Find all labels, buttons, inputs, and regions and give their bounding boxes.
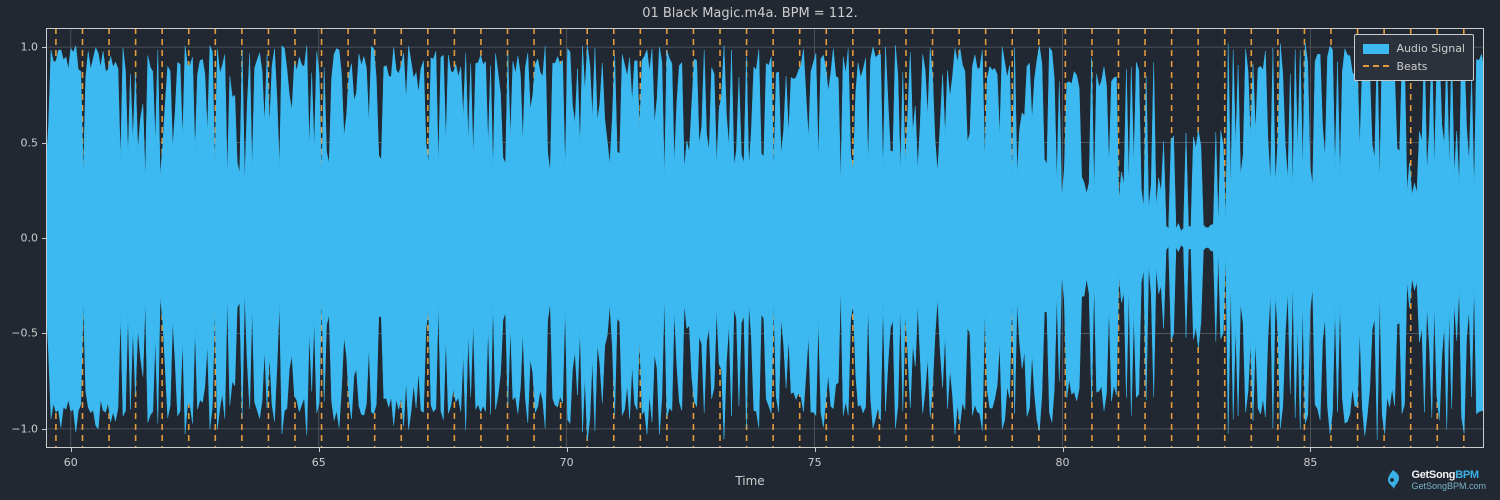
plot-area: Audio SignalBeats bbox=[46, 28, 1484, 448]
chart-title: 01 Black Magic.m4a. BPM = 112. bbox=[0, 6, 1500, 21]
x-tick-mark bbox=[567, 448, 568, 452]
y-tick-label: −1.0 bbox=[11, 422, 46, 435]
x-axis-label: Time bbox=[735, 474, 764, 488]
y-tick-mark bbox=[42, 238, 46, 239]
watermark-title-accent: BPM bbox=[1455, 469, 1479, 481]
y-tick-mark bbox=[42, 333, 46, 334]
y-tick-mark bbox=[42, 429, 46, 430]
watermark: GetSongBPM GetSongBPM.com bbox=[1381, 468, 1486, 492]
y-tick-mark bbox=[42, 143, 46, 144]
x-tick-mark bbox=[71, 448, 72, 452]
legend: Audio SignalBeats bbox=[1354, 34, 1474, 81]
watermark-title-pre: GetSong bbox=[1411, 469, 1455, 481]
legend-label: Beats bbox=[1396, 58, 1427, 76]
legend-swatch-icon bbox=[1363, 44, 1389, 54]
x-tick-mark bbox=[1310, 448, 1311, 452]
x-tick-mark bbox=[319, 448, 320, 452]
legend-entry: Beats bbox=[1363, 58, 1465, 76]
legend-entry: Audio Signal bbox=[1363, 40, 1465, 58]
x-tick-mark bbox=[1063, 448, 1064, 452]
y-tick-mark bbox=[42, 47, 46, 48]
x-tick-mark bbox=[815, 448, 816, 452]
watermark-text: GetSongBPM GetSongBPM.com bbox=[1411, 470, 1486, 491]
watermark-title: GetSongBPM bbox=[1411, 470, 1486, 481]
y-tick-label: −0.5 bbox=[11, 327, 46, 340]
figure: 01 Black Magic.m4a. BPM = 112. Audio Sig… bbox=[0, 0, 1500, 500]
legend-label: Audio Signal bbox=[1396, 40, 1465, 58]
audio-waveform bbox=[46, 28, 1484, 448]
watermark-url: GetSongBPM.com bbox=[1411, 482, 1486, 491]
watermark-logo-icon bbox=[1381, 468, 1405, 492]
